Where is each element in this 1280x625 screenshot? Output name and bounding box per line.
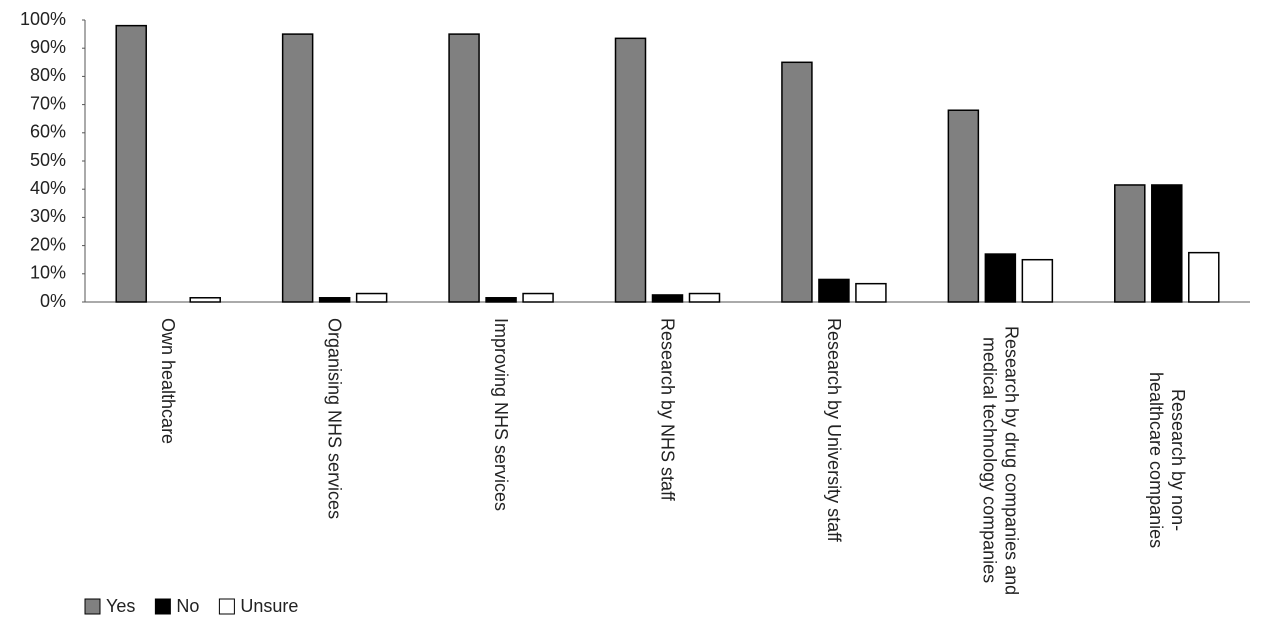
bar: [984, 253, 1017, 303]
x-tick-label: Research by non-healthcare companies: [1145, 372, 1188, 549]
y-tick-label: 80%: [30, 65, 66, 85]
bar: [781, 61, 813, 303]
bar: [1021, 258, 1054, 303]
legend-label: Unsure: [240, 596, 298, 616]
y-tick-label: 20%: [30, 234, 66, 254]
y-tick-label: 70%: [30, 93, 66, 113]
bar: [448, 33, 480, 303]
y-tick-label: 50%: [30, 150, 66, 170]
bar: [614, 37, 647, 303]
x-tick-label: Research by NHS staff: [657, 318, 678, 501]
bar: [522, 292, 554, 303]
bar: [855, 282, 887, 303]
bar: [688, 292, 721, 303]
x-tick-label: Research by University staff: [823, 318, 844, 542]
y-tick-label: 40%: [30, 178, 66, 198]
y-tick-label: 10%: [30, 263, 66, 283]
legend-label: No: [176, 596, 199, 616]
legend-swatch: [84, 598, 101, 615]
legend-label: Yes: [106, 596, 135, 616]
x-tick-label: Own healthcare: [158, 318, 179, 445]
bar: [281, 33, 314, 303]
bar: [947, 109, 980, 303]
legend-swatch: [154, 598, 171, 615]
y-tick-label: 30%: [30, 206, 66, 226]
bar: [355, 292, 388, 303]
x-tick-label: Research by drug companies and medical t…: [979, 325, 1022, 596]
bar: [1151, 184, 1183, 303]
bar: [1188, 251, 1220, 303]
bar: [1114, 184, 1146, 303]
bar: [485, 297, 517, 303]
bar: [651, 294, 684, 303]
legend-swatch: [218, 598, 235, 615]
y-tick-label: 0%: [40, 291, 66, 311]
bar: [115, 24, 147, 303]
y-tick-label: 100%: [20, 9, 66, 29]
x-tick-label: Improving NHS services: [491, 318, 512, 512]
bar: [189, 297, 221, 303]
bar: [818, 278, 850, 303]
x-tick-label: Organising NHS services: [324, 318, 345, 520]
y-tick-label: 60%: [30, 122, 66, 142]
bar: [318, 297, 351, 303]
y-tick-label: 90%: [30, 37, 66, 57]
